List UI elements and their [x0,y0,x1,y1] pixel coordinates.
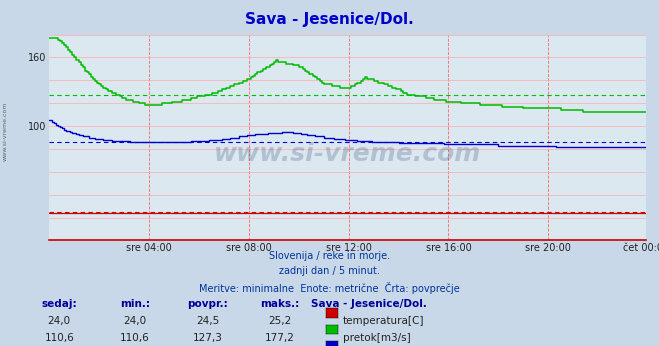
Text: temperatura[C]: temperatura[C] [343,316,424,326]
Text: zadnji dan / 5 minut.: zadnji dan / 5 minut. [279,266,380,276]
Text: 177,2: 177,2 [265,333,295,343]
Text: Meritve: minimalne  Enote: metrične  Črta: povprečje: Meritve: minimalne Enote: metrične Črta:… [199,282,460,294]
Text: Slovenija / reke in morje.: Slovenija / reke in morje. [269,251,390,261]
Text: Sava - Jesenice/Dol.: Sava - Jesenice/Dol. [245,12,414,27]
Text: maks.:: maks.: [260,299,300,309]
Text: 25,2: 25,2 [268,316,292,326]
Text: 24,0: 24,0 [123,316,147,326]
Text: sedaj:: sedaj: [42,299,77,309]
Text: povpr.:: povpr.: [187,299,228,309]
Text: 24,0: 24,0 [47,316,71,326]
Text: 110,6: 110,6 [44,333,74,343]
Text: 110,6: 110,6 [120,333,150,343]
Text: www.si-vreme.com: www.si-vreme.com [214,142,481,166]
Text: 24,5: 24,5 [196,316,219,326]
Text: min.:: min.: [120,299,150,309]
Text: pretok[m3/s]: pretok[m3/s] [343,333,411,343]
Text: 127,3: 127,3 [192,333,223,343]
Text: Sava - Jesenice/Dol.: Sava - Jesenice/Dol. [311,299,427,309]
Text: www.si-vreme.com: www.si-vreme.com [3,102,8,161]
